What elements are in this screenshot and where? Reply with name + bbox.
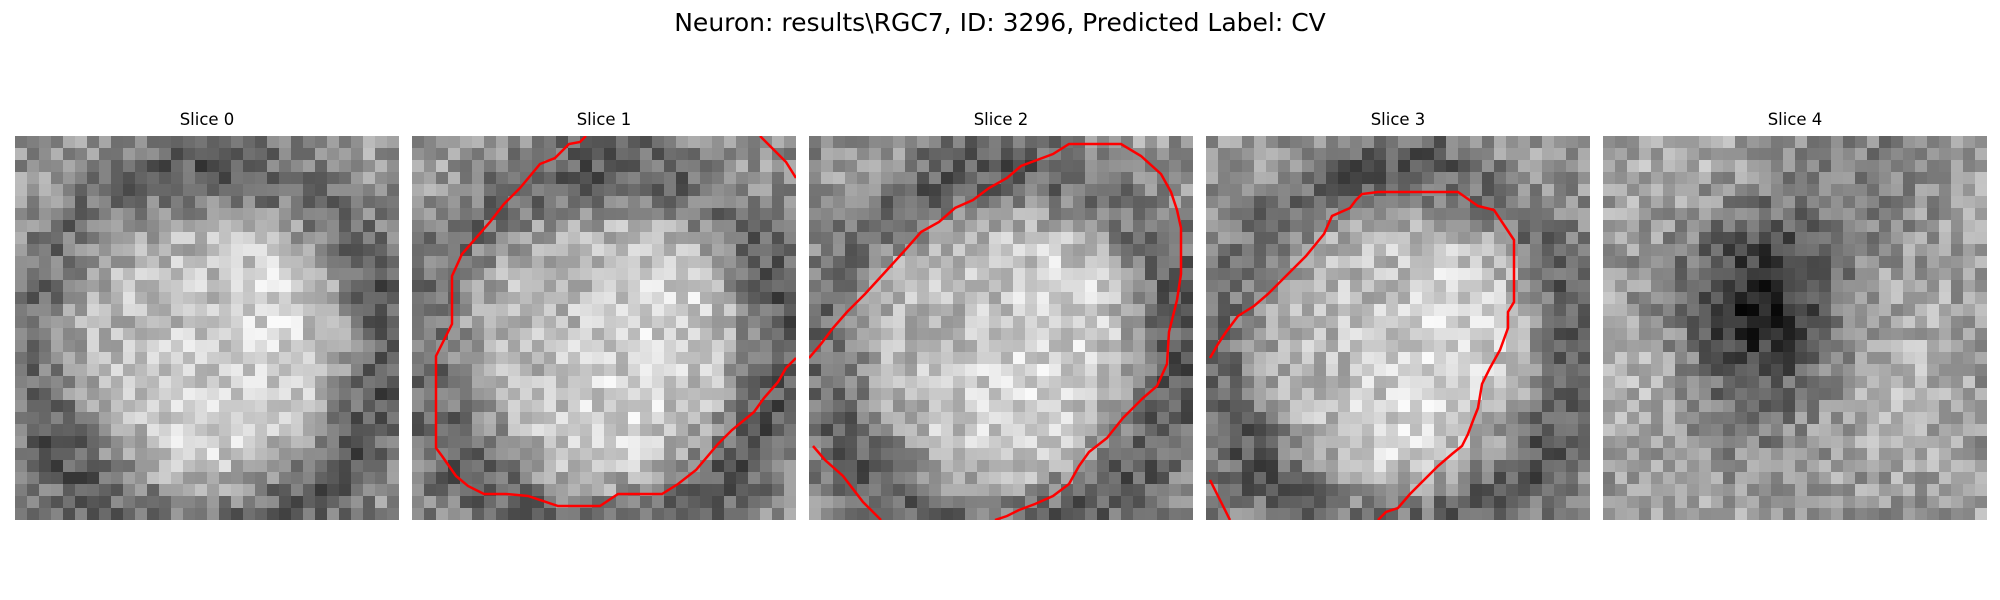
slice-image-4	[1603, 136, 1987, 520]
segmentation-contour	[809, 142, 1183, 520]
slice-title: Slice 0	[179, 110, 235, 129]
segmentation-contour	[812, 445, 882, 520]
slice-panel-2: Slice 2	[809, 110, 1193, 520]
slice-image-3	[1206, 136, 1590, 520]
figure-suptitle: Neuron: results\RGC7, ID: 3296, Predicte…	[674, 8, 1326, 37]
pixel-grid	[412, 136, 796, 520]
segmentation-contour	[1208, 479, 1232, 520]
slice-panel-0: Slice 0	[15, 110, 399, 520]
segmentation-contour	[1208, 190, 1516, 520]
pixel-grid	[1206, 136, 1590, 520]
slice-panel-4: Slice 4	[1603, 110, 1987, 520]
slice-image-0	[15, 136, 399, 520]
slice-title: Slice 2	[973, 110, 1029, 129]
pixel-grid	[15, 136, 399, 520]
slice-panel-3: Slice 3	[1206, 110, 1590, 520]
slice-title: Slice 3	[1370, 110, 1426, 129]
slice-image-2	[809, 136, 1193, 520]
slice-title: Slice 1	[576, 110, 632, 129]
slice-title: Slice 4	[1767, 110, 1823, 129]
segmentation-contour	[434, 136, 796, 508]
pixel-grid	[809, 136, 1193, 520]
pixel-grid	[1603, 136, 1987, 520]
slice-image-1	[412, 136, 796, 520]
segmentation-contour	[759, 136, 796, 179]
slice-panel-1: Slice 1	[412, 110, 796, 520]
